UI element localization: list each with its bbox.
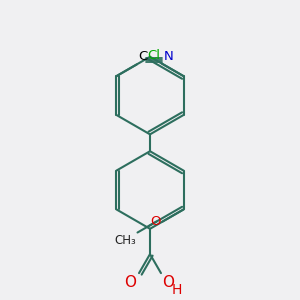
Text: CH₃: CH₃	[114, 234, 136, 247]
Text: O: O	[124, 275, 136, 290]
Text: C: C	[138, 50, 148, 63]
Text: Cl: Cl	[147, 49, 160, 62]
Text: N: N	[164, 50, 173, 63]
Text: O: O	[162, 275, 174, 290]
Text: H: H	[172, 283, 182, 297]
Text: O: O	[151, 215, 161, 228]
